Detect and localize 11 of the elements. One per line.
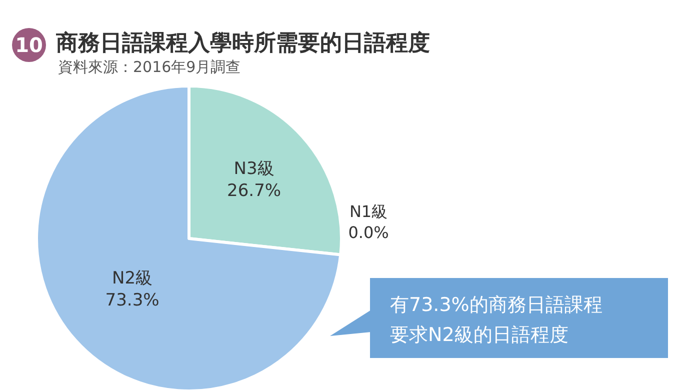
slice-label: N3級: [234, 159, 274, 180]
chart-subtitle: 資料來源：2016年9月調查: [58, 58, 241, 77]
data-label: 73.3%: [105, 290, 160, 311]
text: 有73.3%的商務日語課程: [390, 294, 602, 316]
chart-title: 商務日語課程入學時所需要的日語程度: [56, 30, 430, 58]
data-label: 26.7%: [227, 181, 282, 202]
text: 要求N2級的日語程度: [390, 324, 568, 346]
text: 10: [12, 28, 46, 62]
category-label: N1級: [349, 202, 388, 221]
text: 0.0%: [348, 222, 389, 242]
slice-label: N2級: [112, 268, 153, 288]
